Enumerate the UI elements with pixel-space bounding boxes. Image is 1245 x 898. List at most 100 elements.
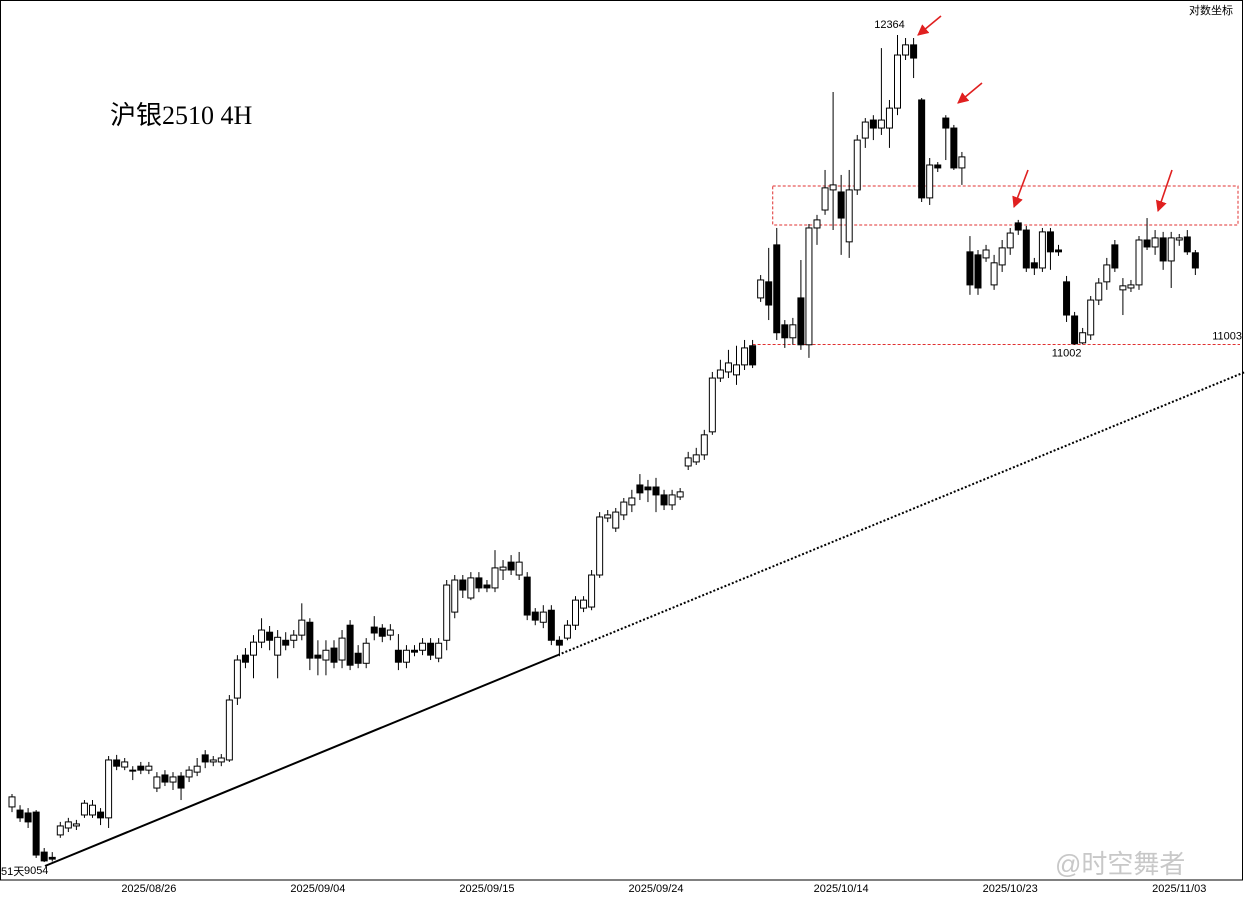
candle-body: [958, 156, 966, 169]
candle-body: [749, 345, 757, 366]
candle-body: [644, 486, 652, 491]
candle-body: [700, 434, 708, 456]
candle-body: [1014, 222, 1022, 231]
candle-body: [636, 484, 644, 494]
candle-body: [370, 626, 378, 634]
candle-body: [386, 629, 394, 636]
x-tick-label: 2025/08/26: [121, 883, 176, 895]
candle-body: [1038, 231, 1046, 269]
candle-body: [250, 641, 257, 656]
candle-body: [724, 362, 732, 373]
candle-body: [1151, 237, 1159, 248]
candle-body: [201, 754, 209, 763]
candle-body: [72, 823, 80, 827]
candle-body: [684, 457, 692, 467]
candle-body: [507, 561, 515, 571]
candle-body: [105, 759, 113, 819]
candle-body: [676, 491, 684, 498]
candle-body: [411, 649, 418, 653]
candle-body: [1006, 232, 1014, 249]
candle-body: [765, 281, 773, 306]
candle-body: [652, 486, 660, 496]
candle-body: [113, 759, 121, 767]
candle-body: [563, 624, 571, 639]
x-tick-label: 2025/10/23: [983, 883, 1038, 895]
candle-body: [628, 497, 636, 506]
candle-body: [483, 584, 491, 589]
candle-body: [877, 119, 885, 129]
candle-body: [169, 776, 177, 783]
candle-body: [129, 769, 137, 772]
candle-body: [990, 262, 998, 286]
candle-body: [555, 639, 563, 646]
arrow: [1012, 169, 1029, 209]
x-tick-label: 2025/10/14: [814, 883, 869, 895]
candle-body: [64, 821, 72, 829]
candle-body: [137, 765, 145, 771]
candle-body: [97, 811, 105, 819]
candle-body: [1095, 282, 1103, 301]
trendline: [44, 654, 559, 867]
watermark: @时空舞者: [1055, 849, 1185, 879]
candle-body: [733, 364, 740, 376]
resistance-zone: [772, 185, 1239, 226]
candle-body: [861, 121, 869, 139]
candle-body: [121, 761, 129, 768]
x-tick-label: 2025/09/15: [459, 883, 514, 895]
candle-body: [1167, 237, 1175, 262]
candle-body: [660, 494, 668, 506]
candle-body: [1055, 249, 1062, 253]
candle-body: [950, 127, 958, 169]
candle-body: [789, 324, 797, 339]
candle-body: [435, 642, 443, 659]
candle-body: [209, 759, 217, 763]
candle-body: [451, 579, 459, 613]
candle-body: [161, 774, 169, 783]
arrows: [917, 15, 1173, 213]
candle-body: [1159, 237, 1167, 262]
candle-body: [1183, 236, 1191, 253]
trendline-extension: [557, 371, 1245, 656]
candle-body: [266, 631, 274, 641]
candle-body: [258, 629, 266, 643]
candle-body: [773, 244, 781, 334]
candle-body: [274, 636, 282, 656]
candle-body: [1175, 237, 1183, 241]
candle-body: [604, 514, 612, 519]
candle-body: [1143, 239, 1151, 248]
candle-body: [241, 654, 249, 663]
chart-title: 沪银2510 4H: [110, 101, 253, 130]
candle-body: [515, 561, 523, 576]
x-tick-label: 2025/09/04: [290, 883, 345, 895]
candle-body: [821, 187, 829, 211]
candle-body: [539, 611, 547, 623]
candle-body: [443, 584, 451, 641]
candle-body: [1030, 262, 1038, 269]
candle-body: [547, 609, 555, 641]
candle-body: [362, 642, 370, 664]
candle-body: [1135, 239, 1143, 286]
candle-body: [475, 577, 483, 589]
candle-body: [918, 99, 926, 199]
candle-body: [692, 454, 700, 463]
candle-body: [612, 511, 620, 529]
candle-body: [298, 619, 306, 636]
candle-body: [330, 647, 338, 663]
candle-body: [1063, 281, 1071, 316]
candle-body: [596, 516, 604, 576]
candle-body: [80, 802, 88, 816]
candle-body: [16, 809, 24, 819]
candle-body: [346, 624, 354, 666]
candle-body: [225, 699, 233, 761]
candle-body: [1191, 252, 1199, 269]
candle-body: [145, 765, 153, 771]
candle-body: [290, 634, 298, 641]
candle-body: [32, 811, 40, 856]
candle-body: [982, 249, 990, 259]
candle-body: [926, 164, 934, 199]
candle-body: [40, 851, 48, 862]
candle-body: [998, 247, 1006, 266]
candle-body: [378, 627, 386, 637]
candle-body: [1071, 315, 1079, 345]
candle-body: [531, 611, 539, 621]
